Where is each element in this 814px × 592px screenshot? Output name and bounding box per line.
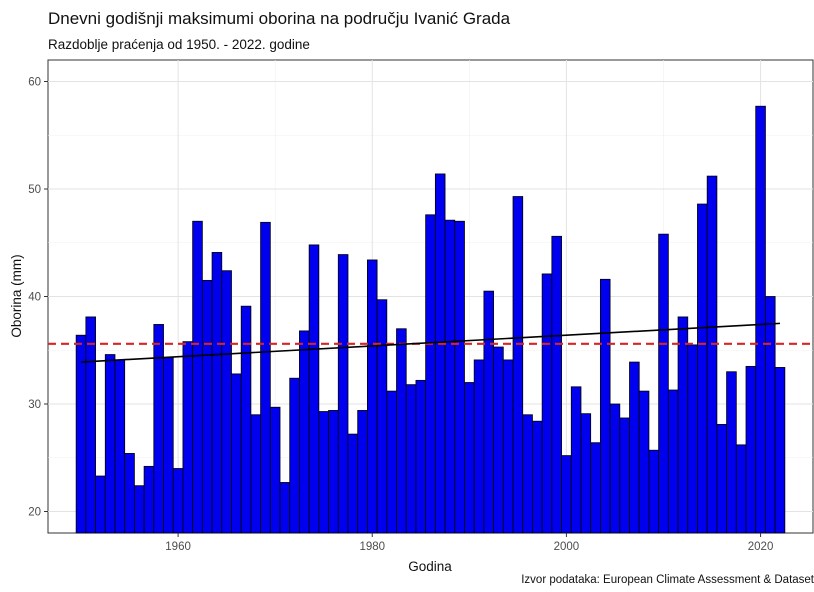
bar xyxy=(328,410,339,534)
bar xyxy=(774,367,786,534)
bar xyxy=(609,403,621,534)
bar xyxy=(648,449,660,534)
reference-lines xyxy=(48,322,813,363)
bar xyxy=(483,290,495,534)
bar xyxy=(464,382,475,534)
bar xyxy=(677,316,689,534)
bar xyxy=(667,389,679,534)
bar xyxy=(104,354,116,534)
bar xyxy=(347,433,359,534)
bar xyxy=(269,406,281,534)
bar xyxy=(590,442,601,534)
bar xyxy=(172,468,184,534)
bar xyxy=(638,390,650,534)
bar xyxy=(532,420,543,534)
chart-title: Dnevni godišnji maksimumi oborina na pod… xyxy=(48,9,511,28)
bar xyxy=(619,417,630,534)
bar xyxy=(153,324,164,534)
bar xyxy=(735,444,747,534)
x-tick-label: 1980 xyxy=(359,541,385,553)
bar xyxy=(551,235,562,534)
bar xyxy=(85,316,96,534)
bar xyxy=(143,465,155,534)
bar xyxy=(502,359,514,534)
bar xyxy=(240,305,252,534)
bar xyxy=(366,259,378,534)
bar xyxy=(454,220,465,534)
bar xyxy=(493,346,504,534)
bar xyxy=(289,377,300,534)
bar xyxy=(221,270,232,534)
x-tick-label: 1960 xyxy=(165,541,191,553)
axes-ticks: 20 30 40 50 60 1960 1980 2000 2020 xyxy=(28,77,773,554)
data-source-caption: Izvor podataka: European Climate Assessm… xyxy=(521,574,814,586)
bar xyxy=(163,357,174,534)
bar xyxy=(95,475,106,534)
bar xyxy=(444,219,456,534)
bar xyxy=(357,410,368,534)
bar xyxy=(658,233,669,534)
bar xyxy=(279,482,291,534)
bar xyxy=(396,328,407,534)
bar xyxy=(134,485,145,534)
bar xyxy=(425,214,436,534)
bar xyxy=(434,173,446,534)
bar xyxy=(376,299,388,534)
bar xyxy=(541,273,553,534)
bar xyxy=(629,361,640,534)
bar xyxy=(192,220,203,534)
x-axis-title: Godina xyxy=(408,559,452,574)
bar xyxy=(726,371,737,534)
y-tick-label: 50 xyxy=(28,184,41,196)
bar xyxy=(386,390,397,534)
bar xyxy=(124,453,135,534)
x-tick-label: 2020 xyxy=(748,541,774,553)
trend-line xyxy=(80,322,781,363)
bar xyxy=(415,379,427,534)
bar xyxy=(182,341,194,534)
bar xyxy=(765,296,776,534)
bar xyxy=(561,455,572,534)
y-axis-title: Oborina (mm) xyxy=(9,254,24,337)
bar xyxy=(706,175,718,534)
bar xyxy=(755,105,766,534)
bar xyxy=(308,244,320,534)
bar xyxy=(201,279,213,534)
bar xyxy=(231,373,242,534)
y-tick-label: 40 xyxy=(28,292,41,304)
bars-group xyxy=(75,105,786,534)
bar xyxy=(687,344,698,534)
bar xyxy=(580,413,592,534)
bar xyxy=(512,196,524,534)
x-tick-label: 2000 xyxy=(554,541,580,553)
bar xyxy=(114,359,126,534)
bar xyxy=(599,278,611,534)
bar xyxy=(473,359,485,534)
bar xyxy=(299,330,310,534)
y-tick-label: 60 xyxy=(28,77,41,89)
bar xyxy=(260,221,271,534)
bar xyxy=(318,411,329,534)
bar xyxy=(405,384,417,534)
bar xyxy=(745,365,757,534)
bar xyxy=(570,386,582,534)
bar xyxy=(211,252,223,534)
bar xyxy=(522,414,533,534)
y-tick-label: 30 xyxy=(28,399,41,411)
bar xyxy=(697,203,708,534)
bar xyxy=(75,334,87,534)
bar xyxy=(716,424,727,534)
bar xyxy=(337,254,349,534)
y-tick-label: 20 xyxy=(28,507,41,519)
chart-subtitle: Razdoblje praćenja od 1950. - 2022. godi… xyxy=(48,37,310,52)
bar xyxy=(250,414,262,534)
